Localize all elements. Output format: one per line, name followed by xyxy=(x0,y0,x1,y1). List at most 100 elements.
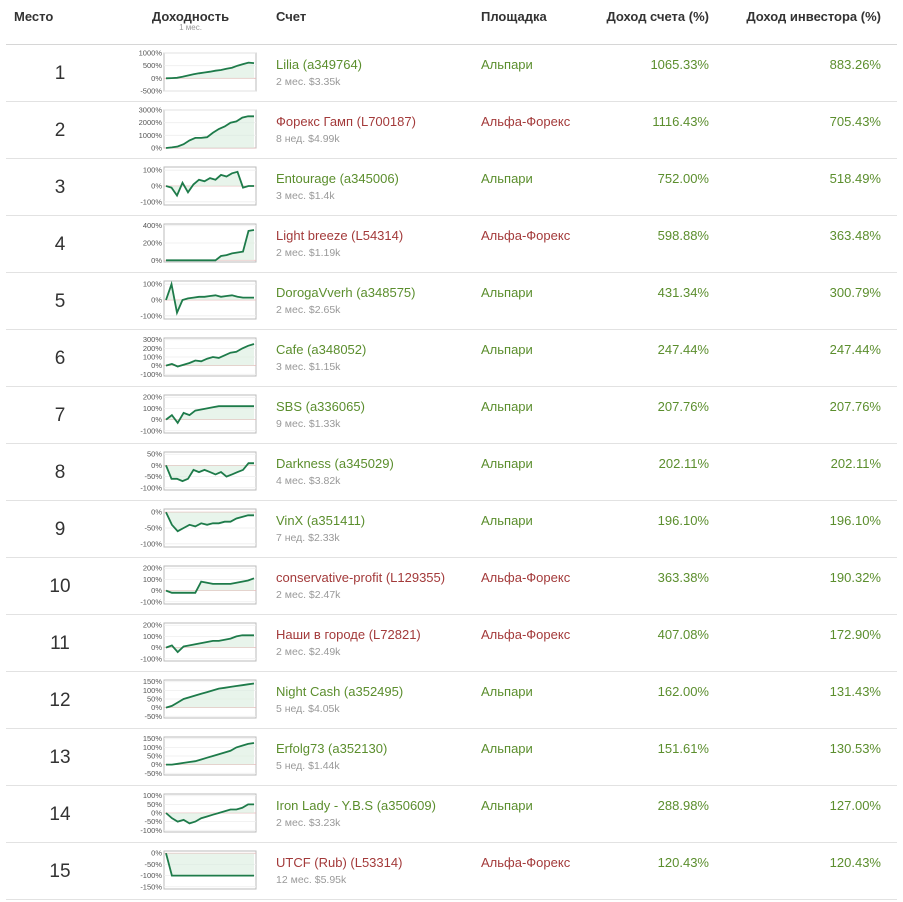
sparkline-tick-label: 400% xyxy=(143,221,163,230)
table-row[interactable]: 5 100% 0% -100% DorogaVverh (a348575) 2 мес. … xyxy=(6,273,897,330)
platform-link[interactable]: Альфа-Форекс xyxy=(481,855,571,870)
platform-link[interactable]: Альпари xyxy=(481,798,533,813)
account-column-header[interactable]: Счет xyxy=(276,9,307,24)
account-yield-value: 120.43% xyxy=(657,855,709,870)
table-row[interactable]: 11 200% 100% 0% -100% Наши в городе (L72821) 2… xyxy=(6,615,897,672)
table-row[interactable]: 2 3000% 2000% 1000% 0% Форекс Гамп (L700187) 8… xyxy=(6,102,897,159)
yield-column-header[interactable]: Доходность xyxy=(151,9,230,24)
sparkline-tick-label: 0% xyxy=(151,182,162,191)
rank-number: 15 xyxy=(49,861,71,882)
account-meta: 2 мес. $1.19k xyxy=(276,247,341,259)
sparkline-tick-label: 0% xyxy=(151,703,162,712)
sparkline-tick-label: -100% xyxy=(140,539,162,548)
yield-sparkline[interactable]: 150%100%50%0%-50% xyxy=(118,734,266,780)
sparkline-tick-label: -50% xyxy=(144,524,162,533)
table-row[interactable]: 12 150% 100% 50% 0% -50% Night Cash (a352495) 5… xyxy=(6,672,897,729)
account-name-link[interactable]: Light breeze (L54314) xyxy=(276,228,404,243)
rank-number: 3 xyxy=(54,177,66,198)
platform-link[interactable]: Альпари xyxy=(481,285,533,300)
account-name-link[interactable]: Entourage (a345006) xyxy=(276,171,399,186)
account-name-link[interactable]: Форекс Гамп (L700187) xyxy=(276,114,416,129)
table-row[interactable]: 15 0% -50% -100% -150% UTCF (Rub) (L53314) 12 … xyxy=(6,843,897,900)
sparkline-tick-label: 3000% xyxy=(139,107,163,115)
platform-link[interactable]: Альпари xyxy=(481,342,533,357)
sparkline-series-line xyxy=(165,462,254,483)
yield-sparkline[interactable]: 400% 200% 0% xyxy=(118,221,266,267)
account-meta: 2 мес. $2.65k xyxy=(276,304,341,316)
platform-link[interactable]: Альпари xyxy=(481,171,533,186)
rank-number: 11 xyxy=(50,633,70,654)
account-name-link[interactable]: Erfolg73 (a352130) xyxy=(276,741,388,756)
yield-sparkline[interactable]: 3000% 2000% 1000% 0% xyxy=(118,107,266,153)
table-row[interactable]: 1 1000% 500% 0% -500% Lilia (a349764) 2 мес. $… xyxy=(6,45,897,102)
account-name-link[interactable]: Iron Lady - Y.B.S (a350609) xyxy=(276,798,436,813)
platform-column-header[interactable]: Площадка xyxy=(481,9,547,24)
platform-link[interactable]: Альпари xyxy=(481,399,533,414)
platform-link[interactable]: Альпари xyxy=(481,684,533,699)
platform-link[interactable]: Альпари xyxy=(481,456,533,471)
investor-yield-column-header[interactable]: Доход инвестора (%) xyxy=(746,9,881,24)
sparkline-series-line xyxy=(165,115,254,149)
yield-sparkline[interactable]: 200% 100% 0% -100% xyxy=(118,563,266,609)
yield-sparkline[interactable]: 50% 0% -50% -100% xyxy=(118,449,266,495)
account-meta: 5 нед. $4.05k xyxy=(276,703,340,715)
sparkline-area xyxy=(166,853,254,876)
investor-yield-value: 130.53% xyxy=(829,741,881,756)
table-row[interactable]: 7 200% 100% 0% -100% SBS (a336065) 9 мес. $1.3… xyxy=(6,387,897,444)
sparkline-tick-label: 50% xyxy=(147,752,162,761)
yield-sparkline[interactable]: 100% 0% -100% xyxy=(118,164,266,210)
account-name-link[interactable]: Lilia (a349764) xyxy=(276,57,363,72)
yield-sparkline[interactable]: 200% 100% 0% -100% xyxy=(118,620,266,666)
account-name-link[interactable]: Cafe (a348052) xyxy=(276,342,367,357)
sparkline-tick-label: -50% xyxy=(144,817,162,826)
investor-yield-value: 518.49% xyxy=(829,171,881,186)
account-name-link[interactable]: VinX (a351411) xyxy=(276,513,366,528)
table-row[interactable]: 8 50% 0% -50% -100% Darkness (a345029) 4 мес. … xyxy=(6,444,897,501)
account-name-link[interactable]: DorogaVverh (a348575) xyxy=(276,285,416,300)
platform-link[interactable]: Альпари xyxy=(481,513,533,528)
platform-link[interactable]: Альфа-Форекс xyxy=(481,627,571,642)
yield-sparkline[interactable]: 1000% 500% 0% -500% xyxy=(118,50,266,96)
yield-sparkline[interactable]: 200% 100% 0% -100% xyxy=(118,392,266,438)
rank-number: 2 xyxy=(54,120,66,141)
yield-sparkline[interactable]: 100% 0% -100% xyxy=(118,278,266,324)
yield-sparkline[interactable]: 100%50%0%-50%-100% xyxy=(118,791,266,837)
platform-link[interactable]: Альфа-Форекс xyxy=(481,570,571,585)
account-name-link[interactable]: Darkness (a345029) xyxy=(276,456,394,471)
table-row[interactable]: 10 200% 100% 0% -100% conservative-profit (L1… xyxy=(6,558,897,615)
yield-sparkline[interactable]: 300%200%100%0%-100% xyxy=(118,335,266,381)
sparkline-tick-label: 150% xyxy=(143,734,163,743)
platform-link[interactable]: Альпари xyxy=(481,57,533,72)
investor-yield-value: 363.48% xyxy=(829,228,881,243)
account-yield-column-header[interactable]: Доход счета (%) xyxy=(606,9,709,24)
platform-link[interactable]: Альфа-Форекс xyxy=(481,114,571,129)
account-yield-value: 162.00% xyxy=(657,684,709,699)
rank-column-header[interactable]: Место xyxy=(14,9,54,24)
table-row[interactable]: 14 100% 50% 0% -50% -100% Iron Lady - Y.B.S (a… xyxy=(6,786,897,843)
account-name-link[interactable]: Night Cash (a352495) xyxy=(276,684,404,699)
yield-sparkline[interactable]: 150%100%50%0%-50% xyxy=(118,677,266,723)
account-name-link[interactable]: SBS (a336065) xyxy=(276,399,365,414)
platform-link[interactable]: Альфа-Форекс xyxy=(481,228,571,243)
account-meta: 9 мес. $1.33k xyxy=(276,418,341,430)
account-yield-value: 407.08% xyxy=(657,627,709,642)
sparkline-tick-label: -100% xyxy=(140,826,162,835)
account-name-link[interactable]: UTCF (Rub) (L53314) xyxy=(276,855,403,870)
sparkline-tick-label: 0% xyxy=(151,361,162,370)
yield-sparkline[interactable]: 0% -50% -100% -150% xyxy=(118,848,266,894)
sparkline-tick-label: 0% xyxy=(151,461,162,470)
account-name-link[interactable]: Наши в городе (L72821) xyxy=(276,627,421,642)
table-row[interactable]: 4 400% 200% 0% Light breeze (L54314) 2 мес. $… xyxy=(6,216,897,273)
account-meta: 2 мес. $2.49k xyxy=(276,646,341,658)
sparkline-tick-label: 100% xyxy=(143,791,163,800)
investor-yield-value: 120.43% xyxy=(829,855,881,870)
table-row[interactable]: 3 100% 0% -100% Entourage (a345006) 3 мес. $1… xyxy=(6,159,897,216)
table-row[interactable]: 9 0% -50% -100% VinX (a351411) 7 нед. $2.33k А… xyxy=(6,501,897,558)
table-row[interactable]: 6 300% 200% 100% 0% -100% Cafe (a348052) 3 мес.… xyxy=(6,330,897,387)
table-row[interactable]: 13 150% 100% 50% 0% -50% Erfolg73 (a352130) 5 н… xyxy=(6,729,897,786)
sparkline-tick-label: 50% xyxy=(147,800,162,809)
yield-sparkline[interactable]: 0% -50% -100% xyxy=(118,506,266,552)
account-meta: 2 мес. $3.35k xyxy=(276,76,341,88)
platform-link[interactable]: Альпари xyxy=(481,741,533,756)
account-name-link[interactable]: conservative-profit (L129355) xyxy=(276,570,446,585)
